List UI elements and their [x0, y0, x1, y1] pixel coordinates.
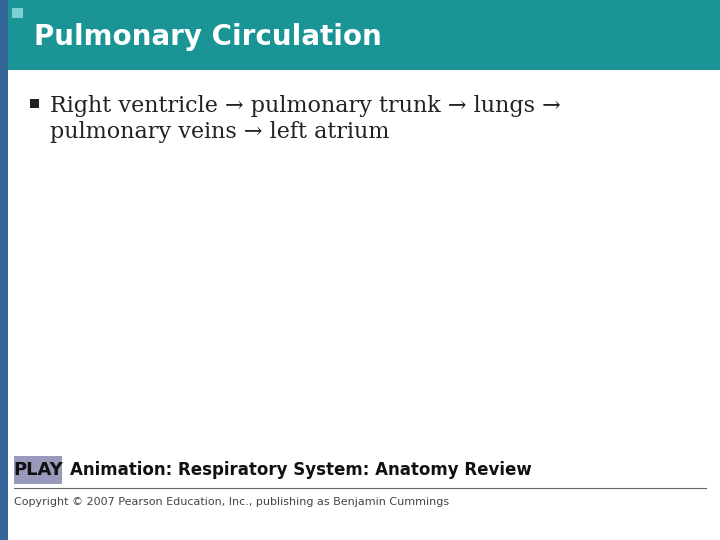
Text: Pulmonary Circulation: Pulmonary Circulation	[34, 23, 382, 51]
Bar	[12, 21, 23, 31]
Bar	[12, 34, 23, 44]
Bar	[14, 456, 62, 484]
Text: Right ventricle → pulmonary trunk → lungs →: Right ventricle → pulmonary trunk → lung…	[50, 95, 561, 117]
Bar	[8, 0, 720, 70]
Text: Copyright © 2007 Pearson Education, Inc., publishing as Benjamin Cummings: Copyright © 2007 Pearson Education, Inc.…	[14, 497, 449, 507]
Bar	[30, 99, 39, 108]
Text: pulmonary veins → left atrium: pulmonary veins → left atrium	[50, 121, 390, 143]
Bar	[12, 8, 23, 18]
Bar	[0, 0, 8, 540]
Text: PLAY: PLAY	[13, 461, 63, 479]
Text: Animation: Respiratory System: Anatomy Review: Animation: Respiratory System: Anatomy R…	[70, 461, 532, 479]
